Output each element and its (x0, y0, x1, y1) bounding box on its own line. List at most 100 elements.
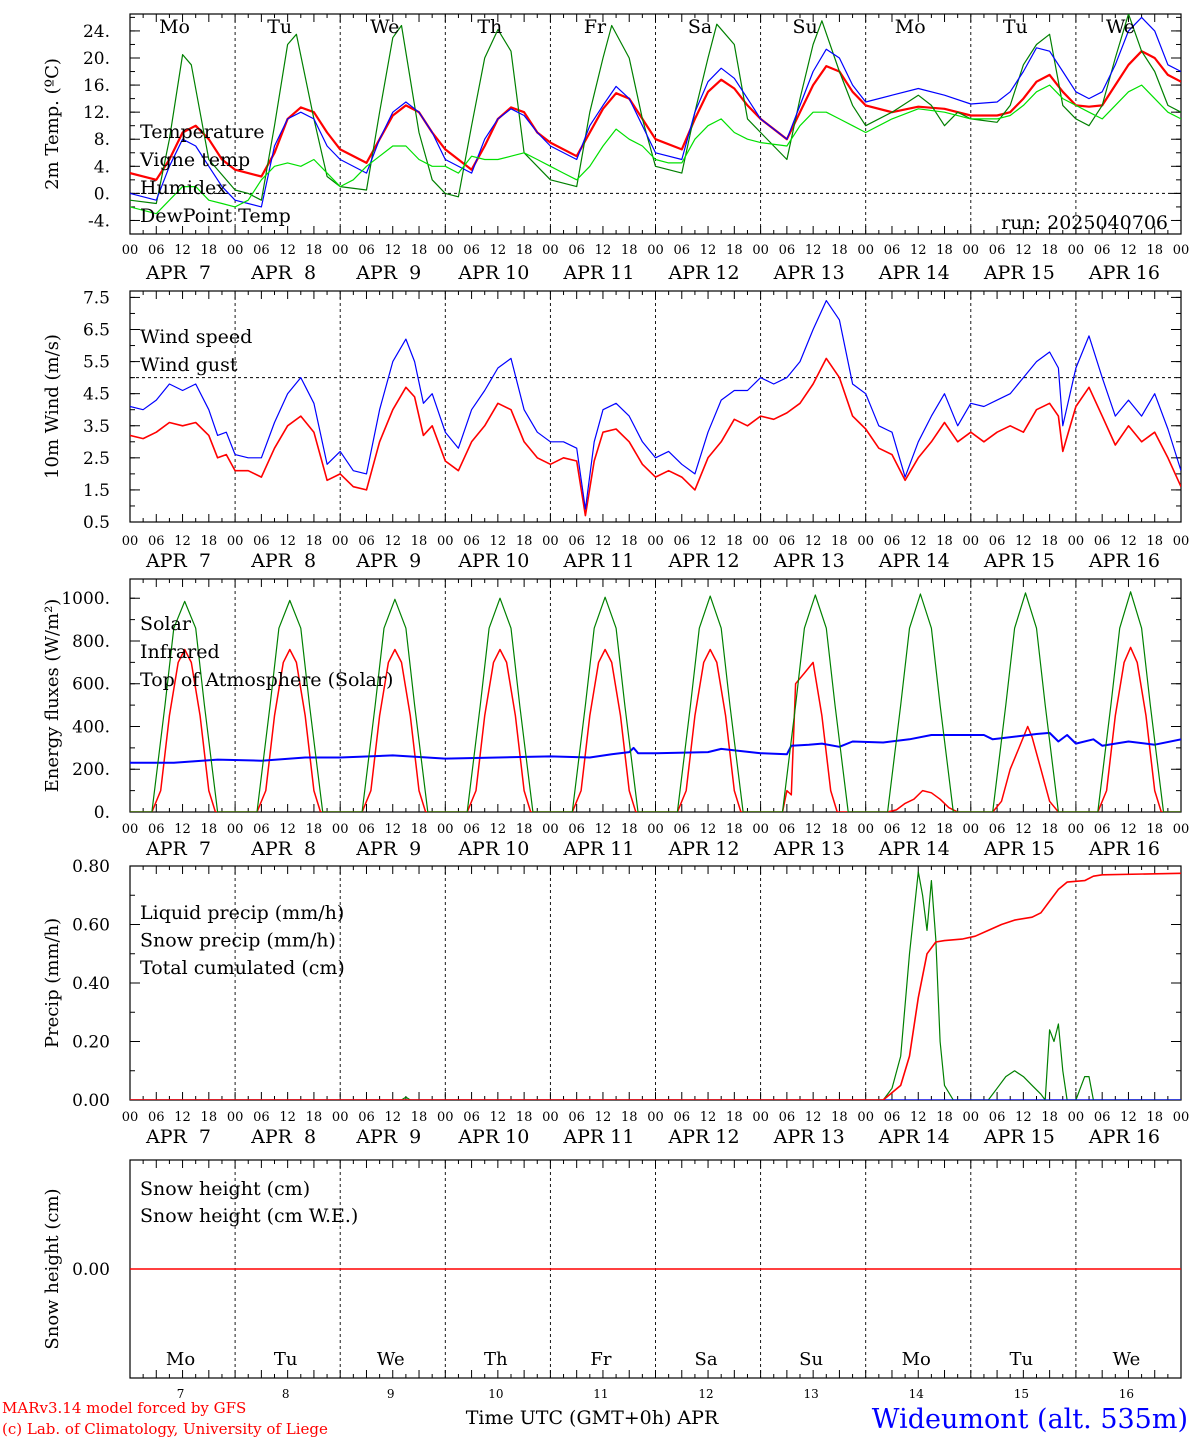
hour-tick-label: 18 (306, 243, 323, 258)
hour-tick-label: 18 (936, 534, 953, 549)
y-tick-label: 7.5 (83, 288, 110, 308)
date-label: APR 14 (878, 262, 950, 284)
day-number: 10 (488, 1387, 503, 1401)
hour-tick-label: 00 (542, 243, 559, 258)
date-label: APR 14 (878, 838, 950, 860)
day-name: Sa (688, 16, 712, 38)
hour-tick-label: 12 (910, 1110, 927, 1125)
legend-entry: Snow height (cm) (140, 1178, 310, 1200)
hour-tick-label: 06 (674, 243, 691, 258)
date-label: APR 7 (145, 838, 211, 860)
legend-entry: Snow height (cm W.E.) (140, 1205, 358, 1227)
series-line (130, 300, 1181, 510)
day-name: Mo (159, 16, 190, 38)
date-label: APR 7 (145, 262, 211, 284)
hour-tick-label: 00 (963, 1110, 980, 1125)
y-tick-label: 1.5 (83, 481, 110, 501)
day-number: 14 (909, 1387, 925, 1401)
series-line (130, 84, 1181, 215)
day-name: Su (793, 16, 818, 38)
day-name: Mo (166, 1349, 195, 1370)
hour-tick-label: 18 (201, 1110, 218, 1125)
date-label: APR 9 (355, 550, 421, 572)
series-line (130, 872, 1181, 1100)
hour-tick-label: 18 (306, 822, 323, 837)
y-tick-label: 0.60 (72, 916, 110, 936)
hour-tick-label: 12 (595, 822, 612, 837)
hour-tick-label: 06 (253, 243, 270, 258)
hour-tick-label: 00 (857, 822, 874, 837)
hour-tick-label: 06 (358, 1110, 375, 1125)
y-tick-label: 600. (72, 675, 110, 695)
day-number: 12 (698, 1387, 713, 1401)
hour-tick-label: 00 (437, 1110, 454, 1125)
hour-tick-label: 18 (306, 1110, 323, 1125)
hour-tick-label: 18 (726, 534, 743, 549)
hour-tick-label: 00 (437, 534, 454, 549)
hour-tick-label: 00 (857, 534, 874, 549)
hour-tick-label: 18 (411, 534, 428, 549)
hour-tick-label: 06 (989, 1110, 1006, 1125)
legend-entry: Liquid precip (mm/h) (140, 902, 344, 924)
hour-tick-label: 06 (674, 534, 691, 549)
hour-tick-label: 06 (253, 534, 270, 549)
day-name: We (370, 16, 399, 38)
y-tick-label: 0.20 (72, 1033, 110, 1053)
day-number: 11 (593, 1387, 608, 1401)
date-label: APR 8 (250, 550, 316, 572)
hour-tick-label: 12 (490, 822, 507, 837)
hour-tick-label: 06 (463, 534, 480, 549)
hour-tick-label: 06 (148, 534, 165, 549)
hour-tick-label: 00 (437, 243, 454, 258)
legend-entry: Vigne temp (139, 149, 250, 171)
day-name: Th (484, 1349, 508, 1370)
snow-height-panel: 0.00 Snow height (cm) Snow height (cm) Snow… (42, 1159, 1182, 1379)
hour-tick-label: 18 (936, 822, 953, 837)
date-label: APR 13 (773, 550, 845, 572)
hour-tick-label: 12 (1015, 243, 1032, 258)
legend-entry: DewPoint Temp (140, 205, 291, 227)
y-tick-label: 0.5 (83, 513, 110, 533)
hour-tick-label: 00 (1173, 822, 1190, 837)
date-label: APR 8 (250, 838, 316, 860)
bottom-axis-labels: 7 8 9 10 11 12 13 14 15 16 (177, 1387, 1134, 1401)
y-tick-label: 5.5 (83, 353, 110, 373)
date-label: APR 11 (562, 838, 634, 860)
hour-tick-label: 06 (148, 822, 165, 837)
hour-tick-label: 06 (463, 822, 480, 837)
hour-tick-label: 00 (1068, 1110, 1085, 1125)
hour-tick-label: 00 (1068, 243, 1085, 258)
legend-entry: Top of Atmosphere (Solar) (140, 669, 393, 691)
y-tick-label: 6.5 (83, 321, 110, 341)
hour-tick-label: 18 (516, 534, 533, 549)
hour-tick-label: 12 (1015, 534, 1032, 549)
y-axis-title: Snow height (cm) (42, 1188, 63, 1349)
hour-tick-label: 12 (490, 243, 507, 258)
hour-tick-label: 00 (647, 822, 664, 837)
hour-tick-label: 12 (595, 534, 612, 549)
date-label: APR 15 (983, 550, 1055, 572)
hour-tick-label: 06 (674, 1110, 691, 1125)
day-number: 16 (1119, 1387, 1134, 1401)
date-label: APR 11 (562, 1126, 634, 1148)
day-name: Mo (895, 16, 926, 38)
day-name: Fr (584, 16, 607, 38)
hour-tick-label: 18 (1041, 1110, 1058, 1125)
day-name: Su (799, 1349, 823, 1370)
hour-tick-label: 18 (411, 243, 428, 258)
hour-tick-label: 12 (279, 1110, 296, 1125)
hour-tick-label: 18 (1041, 534, 1058, 549)
day-name: Fr (590, 1349, 611, 1370)
y-tick-label: 0.80 (72, 857, 110, 877)
hour-tick-label: 06 (1094, 534, 1111, 549)
y-tick-label: 16. (83, 76, 110, 96)
hour-tick-label: 06 (1094, 822, 1111, 837)
hour-tick-label: 00 (437, 822, 454, 837)
hour-tick-label: 12 (174, 1110, 191, 1125)
y-axis-title: 10m Wind (m/s) (42, 334, 63, 479)
y-tick-label: 0.00 (72, 1091, 110, 1111)
day-name: We (377, 1349, 405, 1370)
hour-tick-label: 00 (963, 243, 980, 258)
hour-tick-label: 06 (779, 243, 796, 258)
hour-tick-label: 06 (358, 243, 375, 258)
